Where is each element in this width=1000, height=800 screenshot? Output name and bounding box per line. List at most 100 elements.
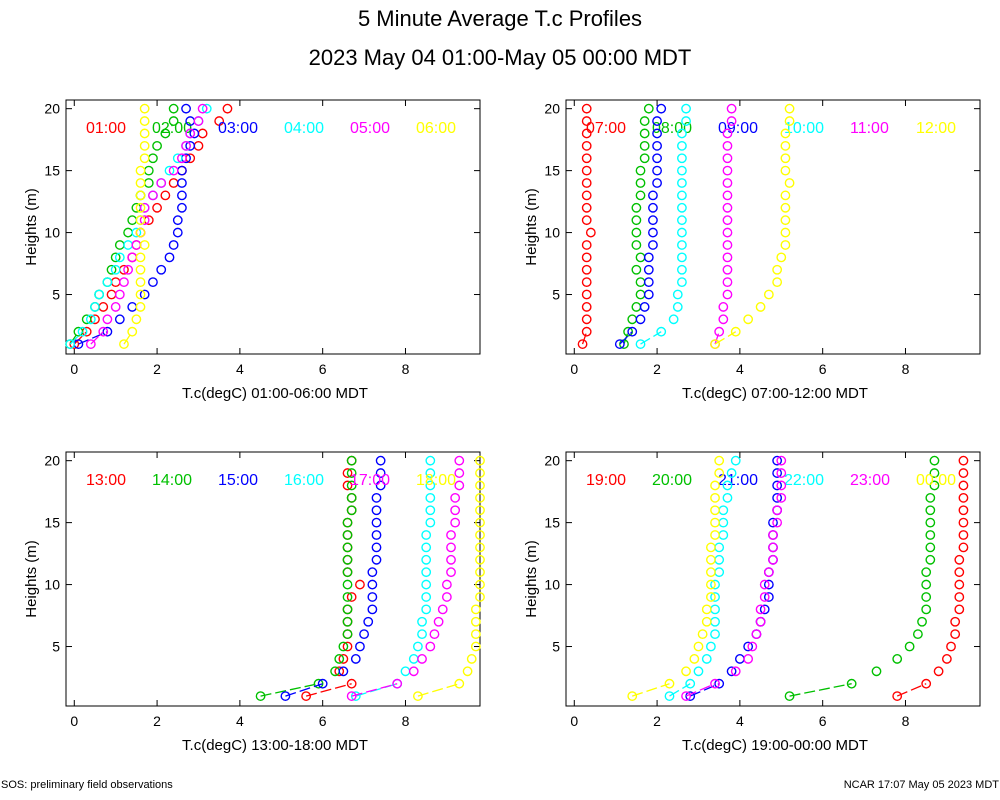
data-point (925, 505, 936, 516)
data-point (925, 517, 936, 528)
data-point (714, 554, 725, 565)
data-point (417, 616, 427, 627)
data-point (639, 128, 650, 139)
series-connector (285, 683, 323, 697)
series-04:00 (65, 103, 212, 349)
series-connector (351, 683, 398, 697)
data-point (346, 455, 357, 466)
data-point (710, 592, 720, 602)
data-point (139, 202, 150, 213)
data-point (98, 302, 109, 312)
data-point (139, 240, 150, 250)
x-tick-label: 0 (570, 713, 578, 729)
data-point (710, 629, 720, 640)
data-point (772, 505, 783, 516)
x-tick-label: 0 (70, 713, 78, 729)
data-point (718, 517, 729, 528)
data-point (177, 202, 187, 213)
data-point (106, 264, 117, 275)
series-02:00 (65, 103, 179, 349)
x-tick-label: 8 (902, 713, 910, 729)
data-point (730, 326, 741, 337)
data-point (475, 517, 485, 528)
data-point (759, 579, 770, 590)
data-point (135, 178, 146, 188)
data-point (342, 542, 353, 553)
data-point (475, 468, 485, 478)
data-point (648, 240, 658, 250)
series-connector (73, 331, 88, 345)
data-point (400, 666, 411, 677)
data-point (652, 153, 662, 164)
data-point (470, 641, 481, 652)
data-point (581, 202, 592, 213)
data-point (81, 314, 92, 325)
data-point (917, 616, 927, 627)
y-axis-label: Heights (m) (23, 188, 40, 266)
data-point (780, 140, 791, 151)
data-point (201, 103, 212, 114)
data-point (780, 202, 791, 213)
data-point (425, 641, 436, 652)
data-point (102, 314, 113, 325)
data-point (437, 604, 448, 615)
data-point (913, 629, 923, 640)
data-point (718, 505, 729, 516)
data-point (135, 264, 146, 275)
data-point (114, 252, 125, 263)
legend-label: 04:00 (284, 120, 324, 137)
data-point (193, 116, 204, 126)
y-tick-label: 10 (544, 225, 560, 241)
data-point (135, 190, 146, 201)
data-point (433, 616, 444, 627)
series-connector (685, 683, 716, 697)
data-point (164, 165, 175, 176)
figure-subtitle: 2023 May 04 01:00-May 05 00:00 MDT (309, 45, 692, 70)
data-point (722, 240, 733, 250)
data-point (685, 691, 696, 701)
data-point (135, 302, 146, 312)
data-point (681, 666, 691, 677)
data-point (784, 178, 795, 188)
data-point (342, 468, 353, 478)
data-point (119, 339, 129, 349)
data-point (668, 314, 679, 325)
series-12:00 (710, 103, 795, 349)
data-point (627, 326, 638, 337)
x-tick-label: 6 (319, 361, 327, 377)
series-14:00 (255, 455, 357, 701)
data-point (677, 277, 687, 288)
data-point (701, 604, 712, 615)
data-point (114, 240, 125, 250)
data-point (677, 227, 687, 238)
data-point (722, 492, 733, 503)
data-point (706, 592, 716, 602)
data-point (743, 641, 754, 652)
data-point (693, 666, 704, 677)
data-point (135, 289, 146, 300)
data-point (346, 505, 357, 516)
data-point (904, 641, 915, 652)
data-point (425, 505, 436, 516)
data-point (648, 227, 658, 238)
data-point (722, 277, 733, 288)
data-point (338, 666, 349, 677)
data-point (127, 252, 138, 263)
data-point (950, 616, 961, 627)
data-point (929, 468, 940, 478)
data-point (342, 480, 353, 491)
data-point (334, 654, 345, 664)
data-point (342, 530, 353, 540)
series-connector (689, 683, 720, 697)
legend-label: 14:00 (152, 472, 192, 489)
data-point (110, 277, 121, 288)
data-point (346, 691, 357, 701)
data-point (334, 666, 345, 677)
data-point (722, 140, 733, 151)
data-point (152, 140, 162, 151)
plot-frame (565, 99, 981, 355)
y-axis-label: Heights (m) (523, 540, 540, 618)
data-point (222, 103, 233, 114)
data-point (338, 641, 349, 652)
